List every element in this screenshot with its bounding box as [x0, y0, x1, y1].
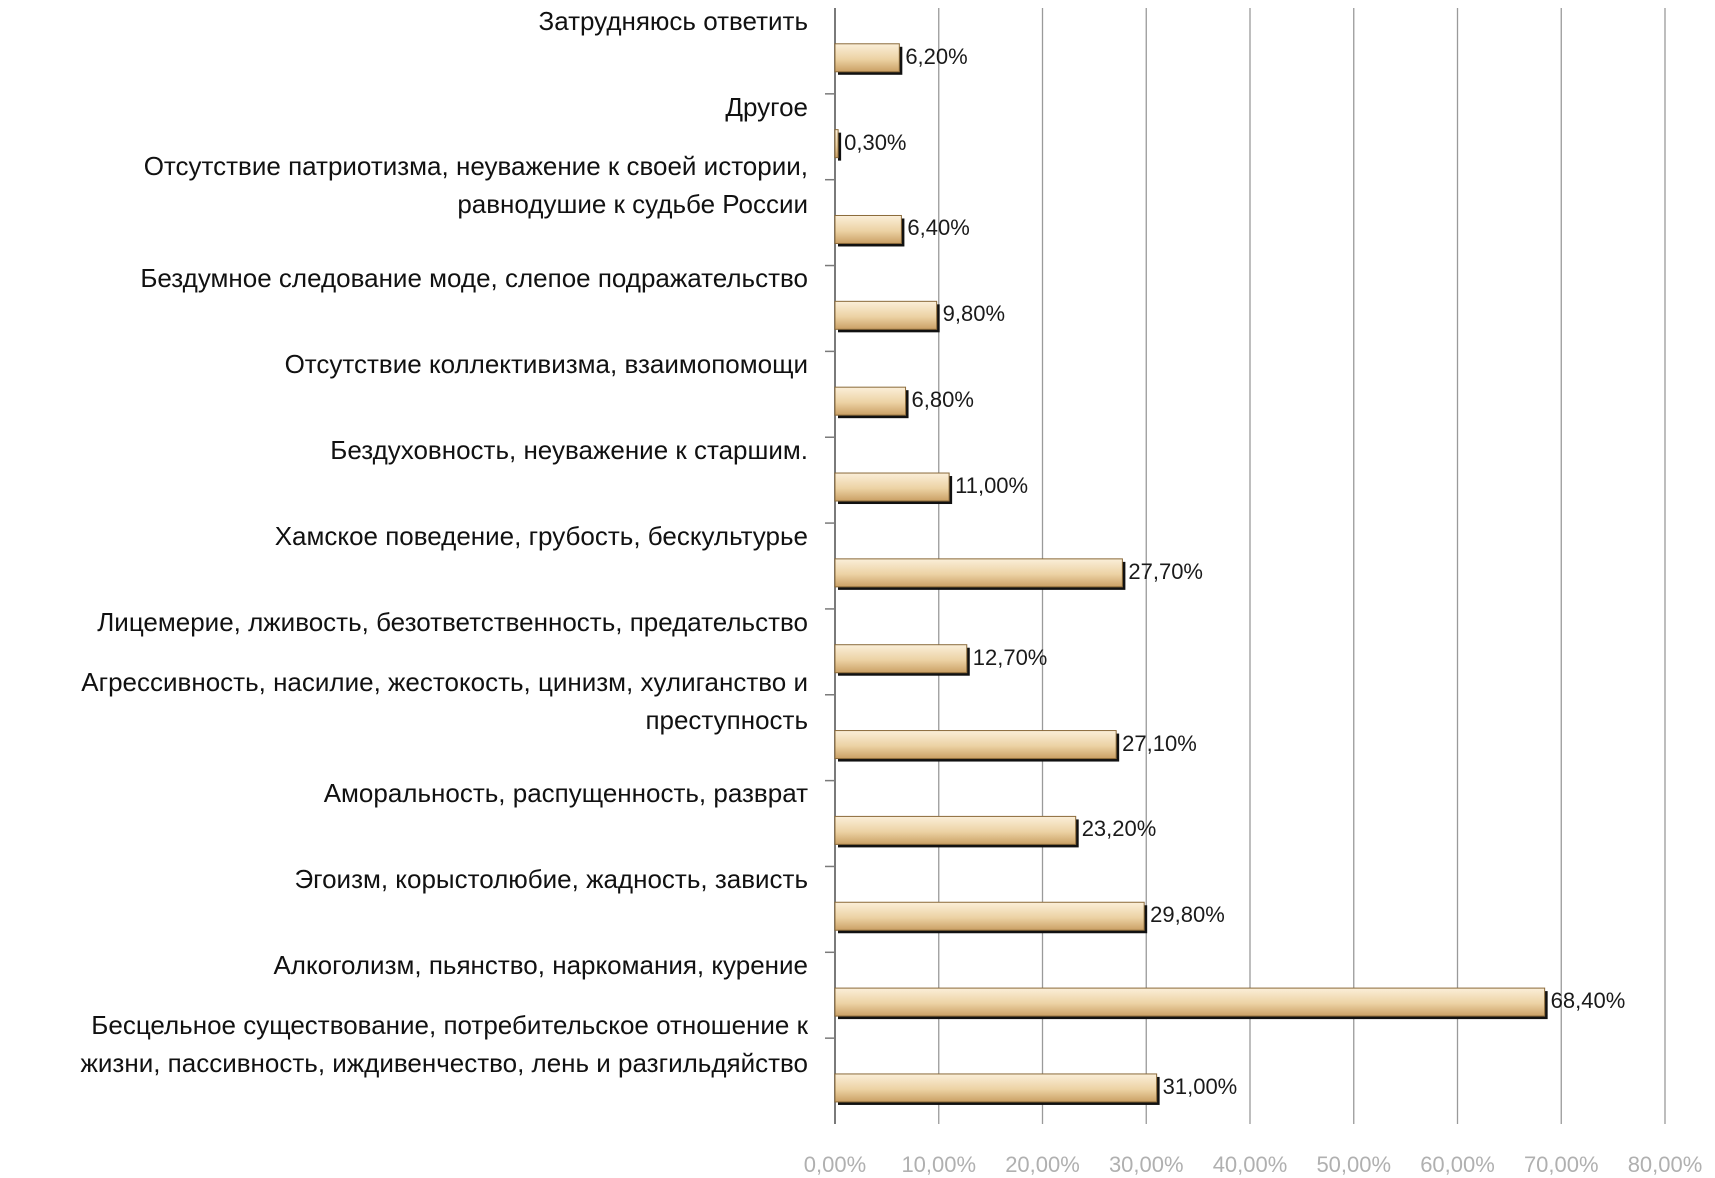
bar-value-label: 6,40%	[907, 215, 970, 241]
category-label: Бесцельное существование, потребительско…	[18, 1006, 809, 1082]
category-label-line: Бездумное следование моде, слепое подраж…	[140, 263, 808, 294]
bar	[834, 730, 1117, 760]
bar-value-label: 9,80%	[942, 301, 1006, 327]
x-tick-label: 40,00%	[1212, 1152, 1288, 1177]
bar-value-label: 27,10%	[1122, 730, 1197, 756]
bar	[834, 901, 1145, 931]
bar	[834, 214, 902, 244]
category-label: Агрессивность, насилие, жестокость, цини…	[18, 663, 808, 739]
bar	[834, 386, 907, 416]
y-axis	[825, 93, 835, 1039]
category-label: Отсутствие коллективизма, взаимопомощи	[18, 345, 808, 383]
bar-value-label: 0,30%	[844, 129, 907, 155]
x-tick-label: 70,00%	[1523, 1152, 1599, 1177]
category-label-line: Другое	[725, 91, 808, 122]
bar	[834, 300, 938, 330]
category-label-line: жизни, пассивность, иждивенчество, лень …	[80, 1047, 809, 1078]
category-label: Хамское поведение, грубость, бескультурь…	[18, 517, 808, 555]
bar-value-label: 31,00%	[1162, 1073, 1238, 1099]
bar	[834, 1073, 1158, 1103]
gridlines	[834, 8, 1666, 1124]
category-label: Алкоголизм, пьянство, наркомания, курени…	[18, 946, 808, 984]
x-tick-label: 20,00%	[1005, 1152, 1080, 1177]
x-tick-label: 0,00%	[803, 1152, 867, 1177]
bar-value-label: 68,40%	[1550, 988, 1626, 1014]
category-label-line: Затрудняюсь ответить	[538, 5, 808, 36]
category-label: Эгоизм, корыстолюбие, жадность, зависть	[18, 860, 808, 898]
bar	[834, 43, 900, 73]
category-label: Лицемерие, лживость, безответственность,…	[18, 603, 808, 641]
category-label: Другое	[18, 88, 808, 126]
category-label-line: Лицемерие, лживость, безответственность,…	[97, 606, 808, 637]
category-label: Отсутствие патриотизма, неуважение к сво…	[18, 147, 808, 223]
x-tick-label: 50,00%	[1316, 1152, 1392, 1177]
category-label: Бездуховность, неуважение к старшим.	[18, 431, 808, 469]
category-label-line: Бесцельное существование, потребительско…	[91, 1009, 808, 1040]
category-label-line: равнодушие к судьбе России	[457, 189, 808, 220]
x-tick-label: 30,00%	[1108, 1152, 1184, 1177]
category-label-line: преступность	[645, 704, 808, 735]
category-label-line: Бездуховность, неуважение к старшим.	[330, 435, 808, 466]
bar	[834, 129, 839, 159]
bar	[834, 815, 1077, 845]
bar-value-label: 6,80%	[911, 387, 974, 413]
bars	[834, 43, 1548, 1105]
category-label-line: Отсутствие коллективизма, взаимопомощи	[284, 349, 808, 380]
bar-value-label: 6,20%	[905, 43, 968, 69]
bar-value-label: 11,00%	[955, 473, 1029, 499]
bar-shadow	[838, 132, 842, 161]
bar	[834, 558, 1123, 588]
bar-value-label: 12,70%	[972, 644, 1048, 670]
category-label-line: Аморальность, распущенность, разврат	[323, 778, 808, 809]
x-tick-label: 80,00%	[1627, 1152, 1703, 1177]
category-label-line: Отсутствие патриотизма, неуважение к сво…	[143, 151, 808, 182]
x-tick-label: 10,00%	[901, 1152, 977, 1177]
bar-value-label: 27,70%	[1128, 558, 1203, 584]
category-label-line: Хамское поведение, грубость, бескультурь…	[274, 520, 808, 551]
category-label: Бездумное следование моде, слепое подраж…	[18, 259, 808, 297]
category-label: Аморальность, распущенность, разврат	[18, 774, 808, 812]
bar	[834, 644, 968, 674]
category-label: Затрудняюсь ответить	[18, 2, 808, 40]
category-label-line: Эгоизм, корыстолюбие, жадность, зависть	[294, 864, 808, 895]
bar	[834, 472, 950, 502]
category-label-line: Агрессивность, насилие, жестокость, цини…	[81, 666, 808, 697]
category-label-line: Алкоголизм, пьянство, наркомания, курени…	[273, 950, 808, 981]
x-tick-label: 60,00%	[1420, 1152, 1495, 1177]
bar	[834, 987, 1546, 1017]
bar-value-label: 23,20%	[1081, 816, 1157, 842]
bar-value-label: 29,80%	[1150, 902, 1225, 928]
